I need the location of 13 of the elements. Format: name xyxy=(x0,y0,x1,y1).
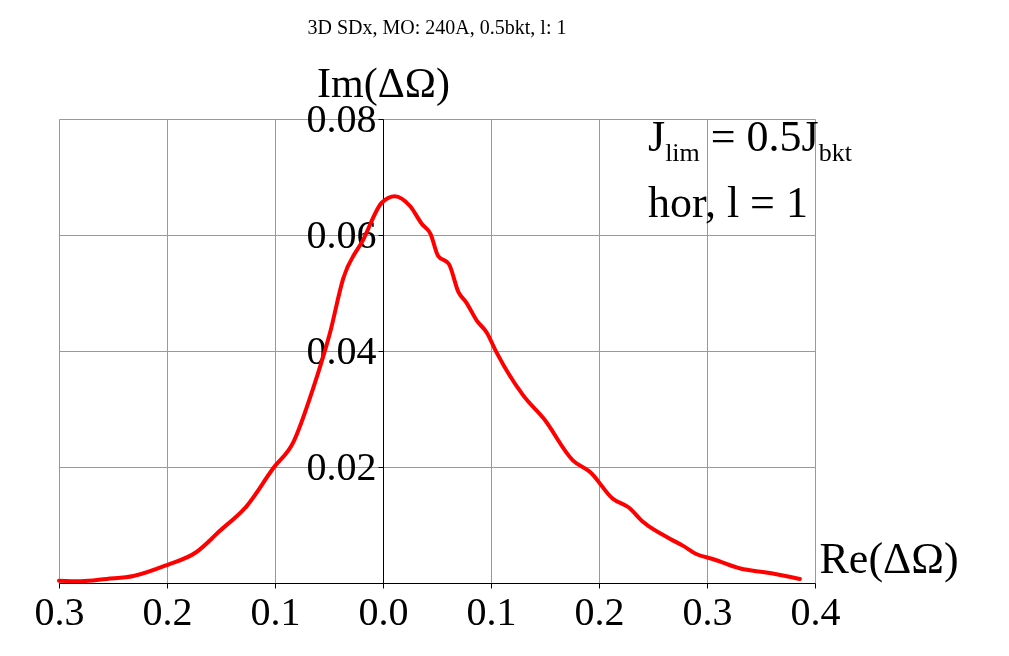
x-axis-title: Re(ΔΩ) xyxy=(819,533,959,583)
annotation: hor, l = 1 xyxy=(648,178,808,228)
y-tick-label: 0.02 xyxy=(306,443,377,489)
annotation: J$_{lim}$ = 0.5J$_{bkt}$ xyxy=(648,112,852,169)
x-tick-label: 0.2 xyxy=(574,588,625,634)
x-tick-label: 0.3 xyxy=(34,588,85,634)
x-tick-label: 0.0 xyxy=(358,588,409,634)
chart-title: 3D SDx, MO: 240A, 0.5bkt, l: 1 xyxy=(307,16,567,38)
x-tick-label: 0.4 xyxy=(790,588,841,634)
x-tick-label: 0.1 xyxy=(250,588,301,634)
x-tick-label: 0.1 xyxy=(466,588,517,634)
x-tick-label: 0.3 xyxy=(682,588,733,634)
x-tick-label: 0.2 xyxy=(142,588,193,634)
